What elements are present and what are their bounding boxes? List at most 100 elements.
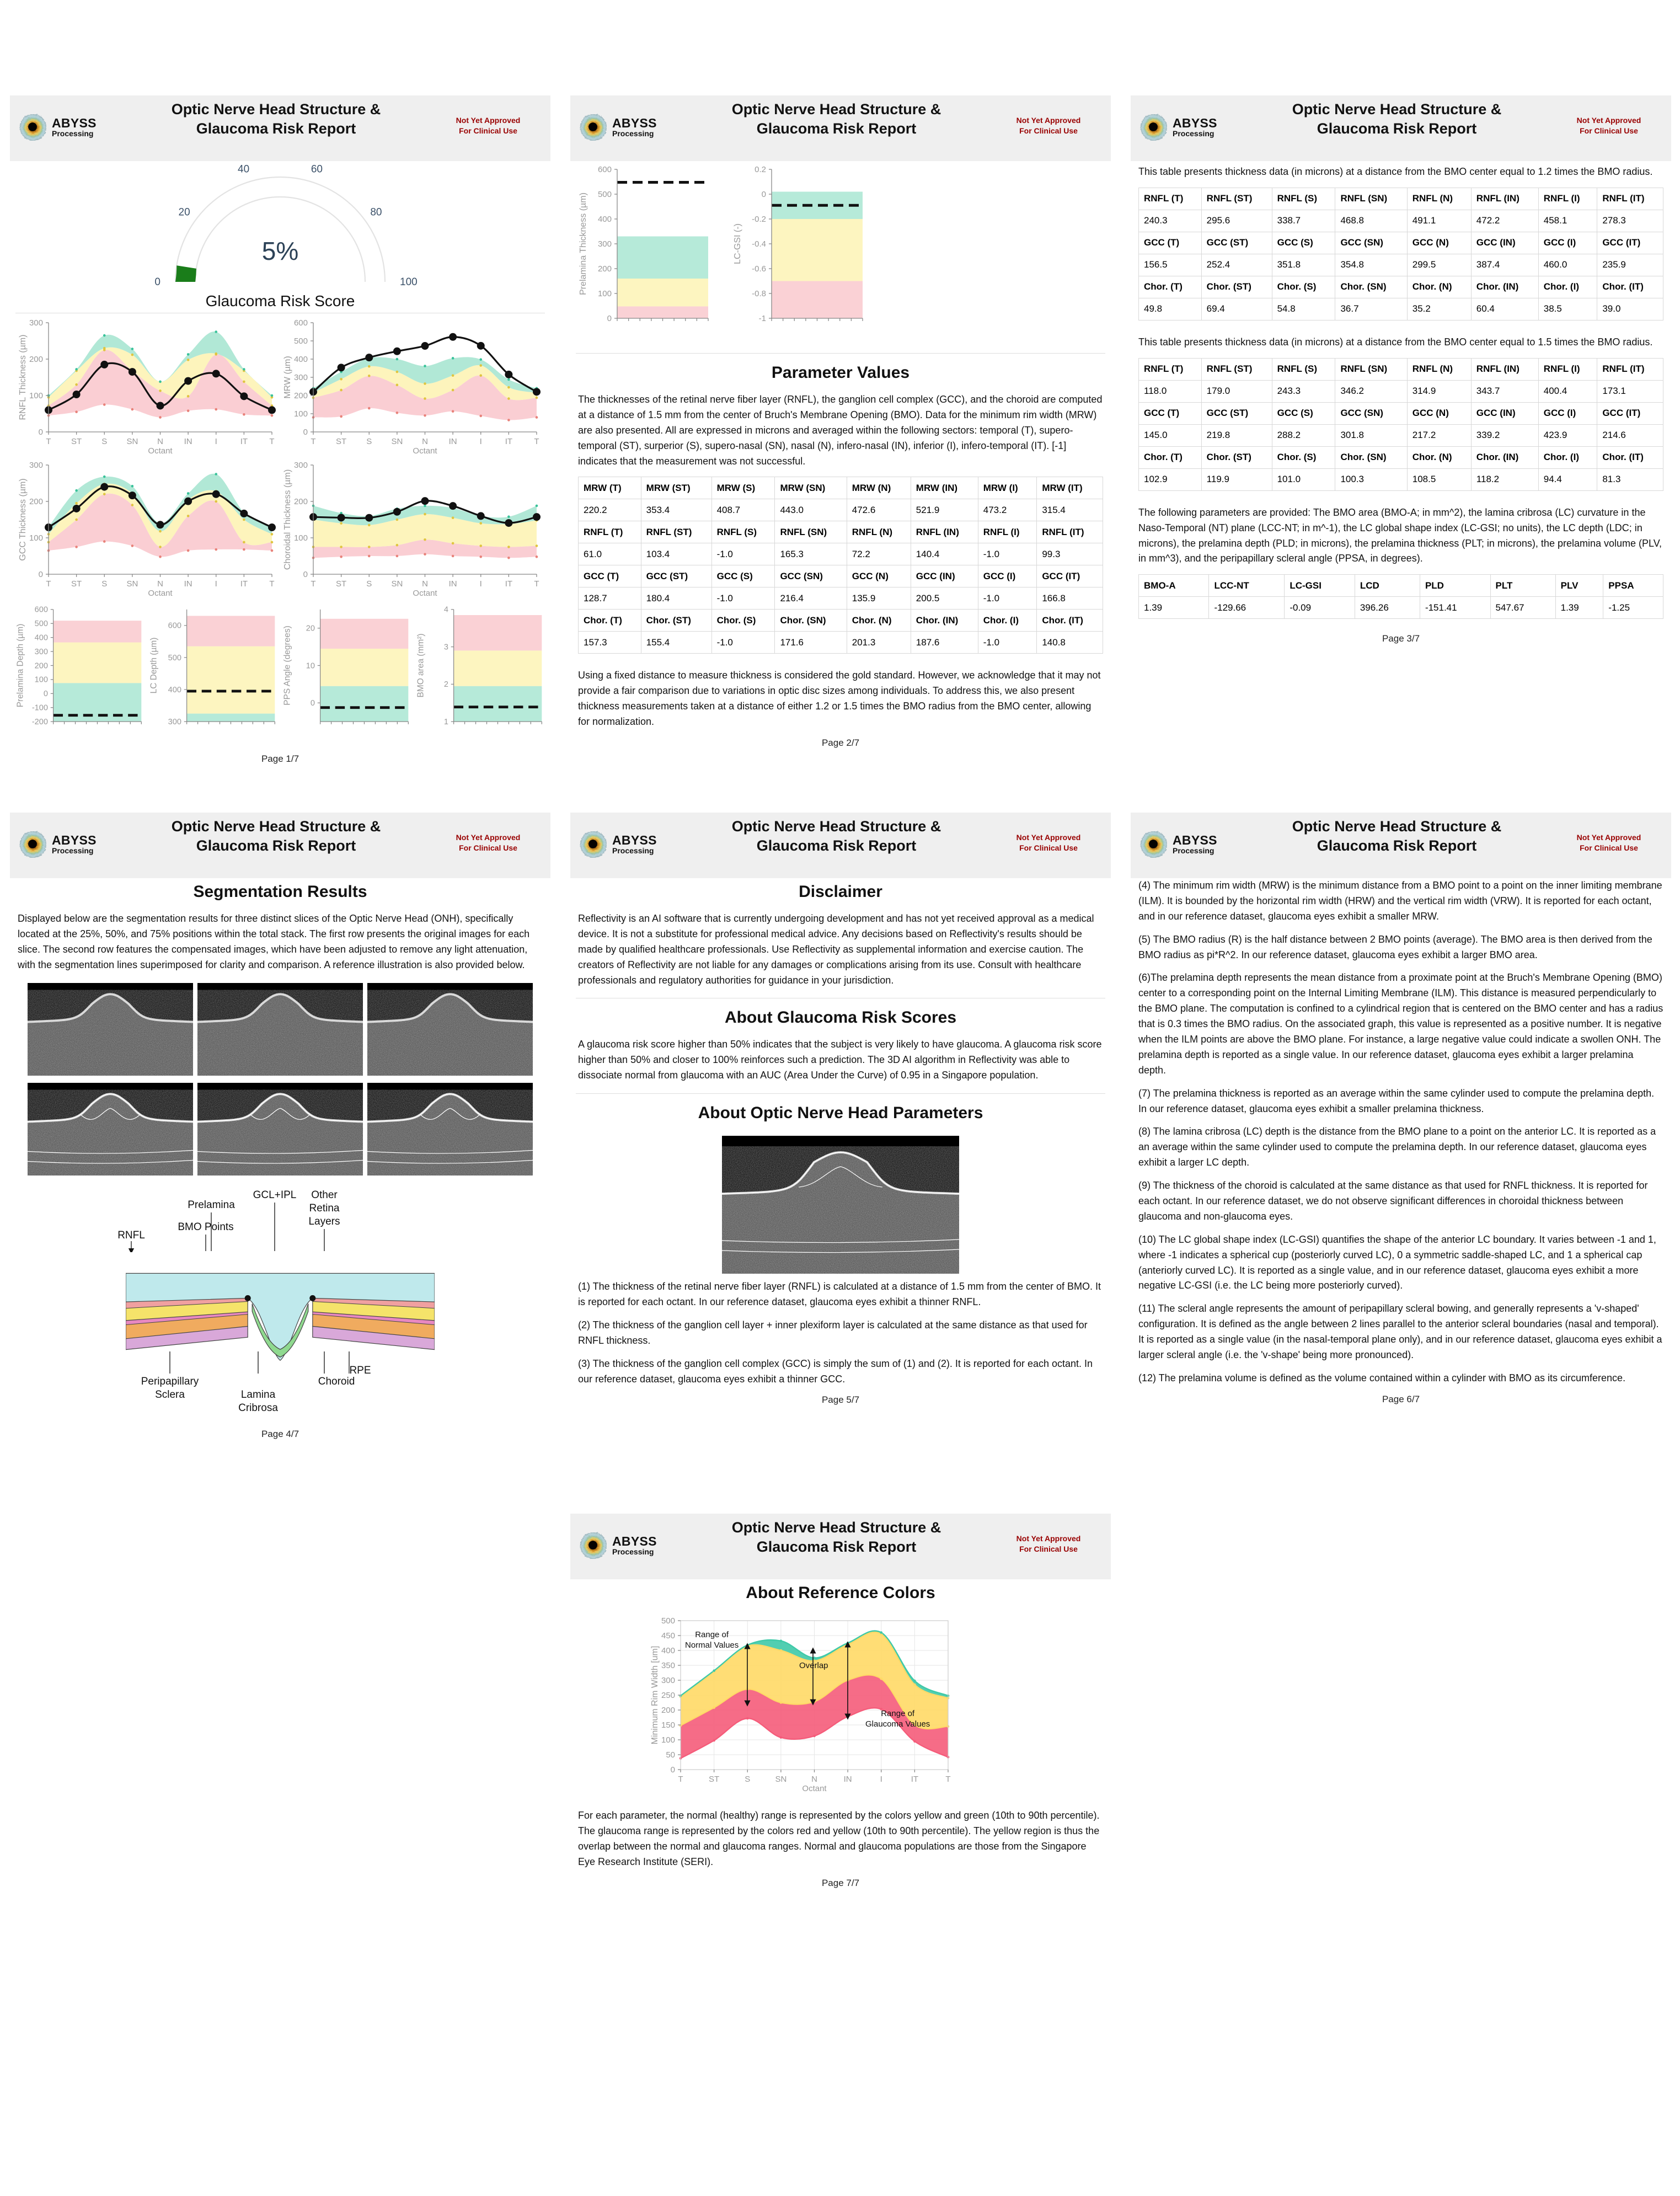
svg-text:300: 300 bbox=[29, 318, 43, 328]
svg-text:N: N bbox=[157, 437, 163, 446]
svg-text:200: 200 bbox=[294, 497, 308, 506]
svg-text:300: 300 bbox=[598, 239, 612, 249]
svg-text:400: 400 bbox=[294, 355, 308, 364]
svg-text:I: I bbox=[215, 579, 217, 589]
svg-text:Octant: Octant bbox=[148, 589, 173, 598]
svg-text:500: 500 bbox=[661, 1616, 675, 1626]
svg-text:-0.6: -0.6 bbox=[752, 264, 766, 274]
svg-text:Octant: Octant bbox=[802, 1784, 827, 1793]
svg-text:SN: SN bbox=[126, 579, 138, 589]
svg-text:T: T bbox=[534, 579, 539, 589]
svg-text:T: T bbox=[678, 1775, 683, 1784]
svg-text:250: 250 bbox=[661, 1691, 675, 1700]
svg-text:T: T bbox=[534, 437, 539, 446]
svg-text:PPS Angle (degrees): PPS Angle (degrees) bbox=[282, 626, 292, 705]
svg-text:SN: SN bbox=[775, 1775, 787, 1784]
svg-text:IN: IN bbox=[184, 437, 192, 446]
svg-text:600: 600 bbox=[294, 318, 308, 328]
svg-text:450: 450 bbox=[661, 1631, 675, 1641]
svg-text:100: 100 bbox=[35, 676, 48, 685]
svg-text:0: 0 bbox=[671, 1765, 675, 1775]
svg-text:S: S bbox=[101, 579, 107, 589]
svg-text:I: I bbox=[480, 579, 482, 589]
svg-text:100: 100 bbox=[661, 1735, 675, 1745]
svg-text:MRW (µm): MRW (µm) bbox=[283, 356, 292, 398]
svg-text:IT: IT bbox=[911, 1775, 918, 1784]
svg-text:500: 500 bbox=[168, 654, 181, 662]
svg-text:100: 100 bbox=[29, 391, 43, 400]
svg-text:100: 100 bbox=[400, 276, 418, 288]
svg-text:N: N bbox=[422, 437, 428, 446]
svg-text:400: 400 bbox=[168, 686, 181, 694]
svg-text:0: 0 bbox=[762, 190, 766, 199]
svg-text:0: 0 bbox=[44, 690, 48, 698]
svg-text:600: 600 bbox=[598, 165, 612, 174]
svg-text:0.2: 0.2 bbox=[755, 165, 766, 174]
svg-text:0: 0 bbox=[303, 428, 308, 437]
svg-text:N: N bbox=[811, 1775, 817, 1784]
svg-text:Other: Other bbox=[311, 1189, 338, 1201]
svg-text:T: T bbox=[46, 437, 51, 446]
svg-text:SN: SN bbox=[126, 437, 138, 446]
svg-text:-0.8: -0.8 bbox=[752, 289, 766, 298]
svg-text:0: 0 bbox=[311, 699, 315, 708]
svg-text:LC-GSI (-): LC-GSI (-) bbox=[733, 223, 742, 264]
svg-text:500: 500 bbox=[598, 190, 612, 199]
svg-text:150: 150 bbox=[661, 1721, 675, 1730]
svg-text:600: 600 bbox=[168, 622, 181, 631]
svg-text:100: 100 bbox=[294, 409, 308, 419]
svg-text:Lamina: Lamina bbox=[241, 1389, 276, 1401]
svg-text:Peripapillary: Peripapillary bbox=[141, 1376, 199, 1387]
svg-text:IN: IN bbox=[844, 1775, 852, 1784]
svg-text:20: 20 bbox=[306, 624, 315, 633]
svg-text:Choroidal Thickness (µm): Choroidal Thickness (µm) bbox=[283, 469, 292, 570]
svg-text:300: 300 bbox=[294, 373, 308, 382]
svg-text:S: S bbox=[366, 437, 372, 446]
svg-text:Prelamina: Prelamina bbox=[188, 1199, 235, 1211]
svg-text:S: S bbox=[745, 1775, 750, 1784]
svg-text:Sclera: Sclera bbox=[155, 1389, 185, 1401]
svg-text:500: 500 bbox=[294, 336, 308, 346]
svg-text:50: 50 bbox=[666, 1750, 675, 1760]
svg-text:SN: SN bbox=[391, 437, 403, 446]
svg-text:IT: IT bbox=[505, 579, 512, 589]
svg-text:S: S bbox=[366, 579, 372, 589]
svg-text:Octant: Octant bbox=[413, 446, 437, 456]
svg-text:RNFL Thickness (µm): RNFL Thickness (µm) bbox=[18, 334, 28, 420]
svg-text:BMO Points: BMO Points bbox=[178, 1221, 233, 1233]
svg-text:10: 10 bbox=[306, 661, 315, 670]
svg-text:-100: -100 bbox=[32, 704, 48, 713]
svg-text:RPE: RPE bbox=[349, 1365, 371, 1376]
svg-text:3: 3 bbox=[444, 643, 448, 651]
svg-text:BMO area (mm²): BMO area (mm²) bbox=[416, 633, 425, 697]
svg-text:Prelamina Depth (µm): Prelamina Depth (µm) bbox=[15, 624, 25, 708]
svg-text:T: T bbox=[311, 579, 315, 589]
svg-text:300: 300 bbox=[294, 461, 308, 470]
svg-text:ST: ST bbox=[71, 579, 82, 589]
svg-text:200: 200 bbox=[661, 1706, 675, 1715]
svg-text:T: T bbox=[269, 437, 274, 446]
svg-text:Layers: Layers bbox=[308, 1216, 340, 1227]
svg-text:300: 300 bbox=[29, 461, 43, 470]
svg-text:T: T bbox=[269, 579, 274, 589]
svg-text:400: 400 bbox=[661, 1646, 675, 1655]
svg-text:IT: IT bbox=[505, 437, 512, 446]
svg-text:S: S bbox=[101, 437, 107, 446]
svg-text:500: 500 bbox=[35, 619, 48, 628]
svg-text:100: 100 bbox=[294, 533, 308, 543]
svg-text:ST: ST bbox=[336, 437, 346, 446]
svg-text:60: 60 bbox=[311, 164, 323, 175]
svg-text:T: T bbox=[46, 579, 51, 589]
svg-text:20: 20 bbox=[179, 207, 190, 218]
svg-text:0: 0 bbox=[154, 276, 160, 288]
svg-text:300: 300 bbox=[168, 718, 181, 726]
svg-text:300: 300 bbox=[35, 648, 48, 656]
svg-text:N: N bbox=[422, 579, 428, 589]
svg-text:ST: ST bbox=[71, 437, 82, 446]
svg-text:2: 2 bbox=[444, 680, 448, 689]
svg-text:Minimum Rim Width [um]: Minimum Rim Width [um] bbox=[650, 1646, 660, 1745]
svg-text:I: I bbox=[480, 437, 482, 446]
svg-text:I: I bbox=[215, 437, 217, 446]
svg-text:SN: SN bbox=[391, 579, 403, 589]
svg-text:ST: ST bbox=[336, 579, 346, 589]
